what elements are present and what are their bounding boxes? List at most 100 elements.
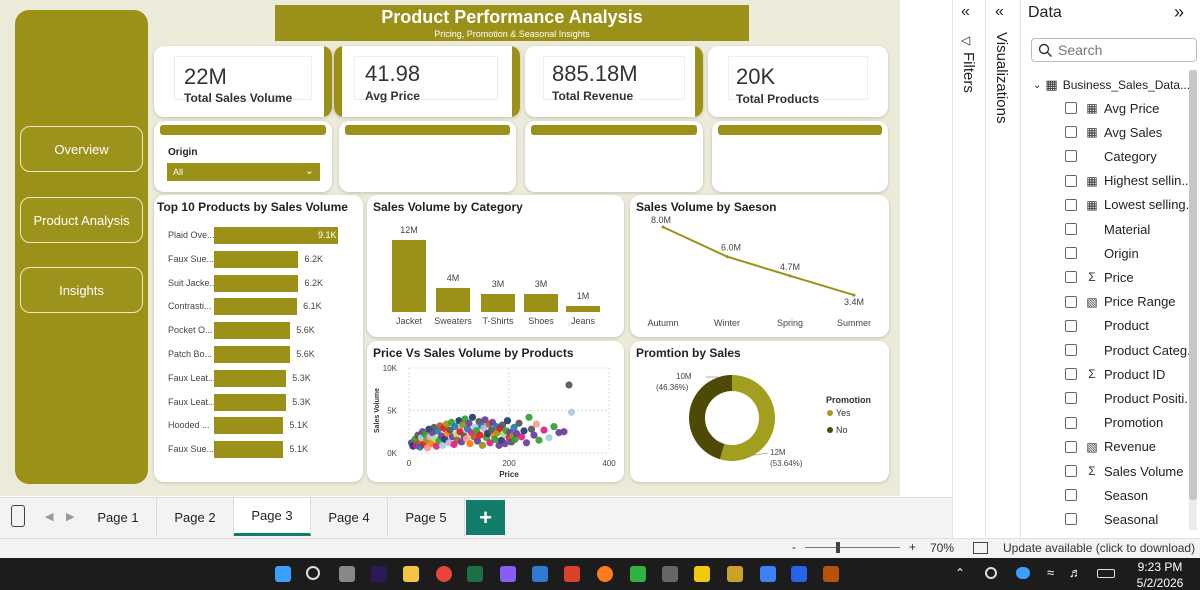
bar[interactable] — [214, 274, 299, 292]
scatter-point[interactable] — [458, 421, 467, 429]
battery-icon[interactable] — [1097, 569, 1115, 578]
field-checkbox[interactable] — [1065, 368, 1077, 381]
nav-insights-button[interactable]: Insights — [20, 267, 143, 313]
field-seasonal[interactable]: ·Seasonal — [1065, 509, 1158, 529]
field-checkbox[interactable] — [1065, 513, 1077, 526]
line-point[interactable] — [661, 225, 665, 229]
price-vs-volume-chart[interactable]: Price Vs Sales Volume by Products 10K 5K 0… — [367, 341, 624, 482]
next-page-icon[interactable]: ▶ — [66, 511, 75, 523]
field-checkbox[interactable] — [1065, 198, 1077, 211]
scatter-point[interactable] — [567, 408, 576, 416]
line-point[interactable] — [725, 255, 729, 259]
field-checkbox[interactable] — [1065, 174, 1077, 187]
copilot-icon[interactable] — [500, 566, 516, 582]
scatter-point[interactable] — [565, 381, 573, 389]
tab-page-1[interactable]: Page 1 — [80, 498, 157, 536]
bar[interactable] — [214, 298, 298, 316]
zoom-slider[interactable] — [805, 547, 900, 548]
tab-page-5[interactable]: Page 5 — [388, 498, 465, 536]
field-lowest-selling[interactable]: ▦ Lowest selling... — [1065, 195, 1197, 215]
fit-to-page-icon[interactable] — [973, 542, 988, 554]
field-product-positi[interactable]: ·Product Positi... — [1065, 388, 1195, 408]
line-point[interactable] — [788, 274, 792, 278]
field-product-id[interactable]: Σ Product ID — [1065, 364, 1165, 384]
line-point[interactable] — [852, 293, 856, 297]
scatter-point[interactable] — [503, 417, 512, 425]
field-price[interactable]: Σ Price — [1065, 267, 1134, 287]
calculator-icon[interactable] — [662, 566, 678, 582]
legend-label[interactable]: Yes — [836, 408, 851, 418]
legend-label[interactable]: No — [836, 425, 848, 435]
excel-icon[interactable] — [467, 566, 483, 582]
kpi-card-total-revenue[interactable]: 885.18M Total Revenue — [525, 46, 703, 117]
chrome-icon[interactable] — [436, 566, 452, 582]
scatter-point[interactable] — [501, 440, 509, 448]
field-origin[interactable]: ·Origin — [1065, 243, 1139, 263]
bar[interactable] — [481, 294, 515, 312]
clock-date[interactable]: 5/2/2026 — [1136, 576, 1184, 590]
scatter-point[interactable] — [480, 424, 488, 432]
tab-page-2[interactable]: Page 2 — [157, 498, 234, 536]
top-products-chart[interactable]: Top 10 Products by Sales Volume Plaid Ov… — [154, 195, 363, 482]
windows-start-icon[interactable] — [275, 566, 291, 582]
scatter-point[interactable] — [525, 413, 533, 421]
nav-product-analysis-button[interactable]: Product Analysis — [20, 197, 143, 243]
field-avg-price[interactable]: ▦ Avg Price — [1065, 98, 1159, 118]
collapse-double-chevron-icon[interactable]: « — [961, 3, 970, 20]
scatter-point[interactable] — [478, 441, 487, 449]
onedrive-icon[interactable] — [1016, 567, 1030, 579]
field-material[interactable]: ·Material — [1065, 219, 1150, 239]
field-list-scrollbar[interactable] — [1189, 70, 1197, 530]
scatter-point[interactable] — [522, 439, 531, 447]
scatter-point[interactable] — [515, 419, 523, 427]
bar[interactable] — [214, 393, 287, 411]
scatter-point[interactable] — [462, 434, 471, 443]
app-icon[interactable] — [791, 566, 807, 582]
field-promotion[interactable]: ·Promotion — [1065, 413, 1163, 433]
visualizations-label[interactable]: Visualizations — [993, 32, 1010, 124]
donut-slice[interactable] — [689, 375, 732, 460]
field-revenue[interactable]: ▧ Revenue — [1065, 437, 1156, 457]
scatter-point[interactable] — [511, 435, 519, 443]
search-input[interactable] — [1058, 41, 1190, 59]
donut-slice[interactable] — [719, 375, 775, 461]
field-checkbox[interactable] — [1065, 489, 1077, 502]
origin-dropdown[interactable]: All ⌄ — [167, 163, 320, 181]
outlook-icon[interactable] — [532, 566, 548, 582]
kpi-card-total-sales-volume[interactable]: 22M Total Sales Volume — [154, 46, 332, 117]
scatter-point[interactable] — [468, 413, 477, 421]
scrollbar-thumb[interactable] — [1189, 70, 1197, 500]
field-checkbox[interactable] — [1065, 223, 1077, 235]
series-line[interactable] — [662, 226, 855, 297]
tab-page-3[interactable]: Page 3 — [234, 498, 311, 536]
field-highest-sellin[interactable]: ▦ Highest sellin... — [1065, 171, 1192, 191]
mobile-layout-icon[interactable] — [11, 505, 25, 527]
update-available-link[interactable]: Update available (click to download) — [1003, 541, 1196, 555]
bar[interactable] — [524, 294, 558, 312]
scatter-point[interactable] — [498, 421, 507, 429]
visualizations-pane[interactable]: « Visualizations — [985, 0, 1020, 538]
scatter-point[interactable] — [465, 419, 473, 427]
field-product-categ[interactable]: ·Product Categ... — [1065, 340, 1198, 360]
category-sales-chart[interactable]: Sales Volume by Category 12M Jacket 4M Swea… — [367, 195, 624, 337]
bar[interactable] — [436, 288, 470, 312]
scatter-point[interactable] — [527, 425, 536, 433]
kpi-card-avg-price[interactable]: 41.98 Avg Price — [334, 46, 520, 117]
scatter-point[interactable] — [532, 420, 541, 428]
data-table-node[interactable]: ⌄ ▦ Business_Sales_Data... — [1033, 77, 1190, 93]
chevron-down-icon[interactable]: ⌄ — [1033, 79, 1042, 91]
tray-icon[interactable] — [985, 567, 997, 579]
field-avg-sales[interactable]: ▦ Avg Sales — [1065, 122, 1162, 142]
bar[interactable] — [392, 240, 426, 312]
scatter-point[interactable] — [476, 431, 484, 439]
zoom-slider-thumb[interactable] — [836, 542, 841, 553]
season-sales-chart[interactable]: Sales Volume by Saeson 8.0M Autumn 6.0M Win… — [630, 195, 889, 337]
bar[interactable] — [214, 346, 291, 363]
field-checkbox[interactable] — [1065, 392, 1077, 405]
clock-time[interactable]: 9:23 PM — [1137, 560, 1183, 574]
bar[interactable] — [214, 369, 287, 387]
task-view-icon[interactable] — [339, 566, 355, 582]
data-search-box[interactable] — [1031, 38, 1197, 62]
field-price-range[interactable]: ▧ Price Range — [1065, 292, 1176, 312]
scatter-point[interactable] — [466, 440, 474, 448]
